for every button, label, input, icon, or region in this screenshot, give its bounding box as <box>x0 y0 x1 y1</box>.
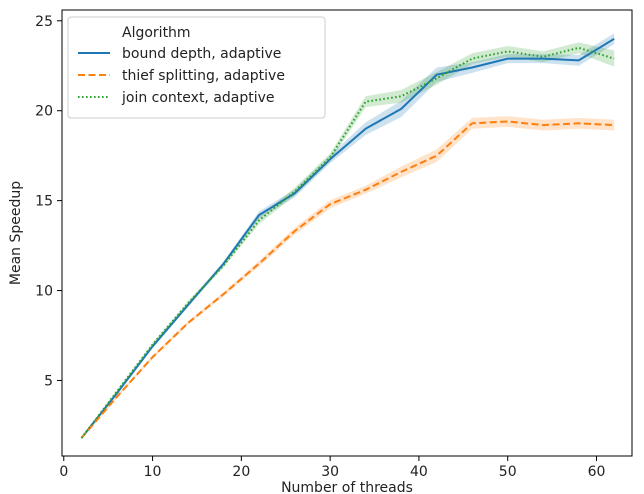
y-tick-label: 10 <box>35 284 53 300</box>
x-tick-label: 40 <box>410 464 428 480</box>
x-tick-label: 20 <box>232 464 250 480</box>
y-axis-ticks: 5 10 15 20 25 <box>35 14 62 389</box>
legend-label-2: thief splitting, adaptive <box>122 68 285 84</box>
series-lines <box>80 37 615 439</box>
legend-title: Algorithm <box>122 25 191 41</box>
series-3-line <box>80 46 615 439</box>
y-tick-label: 20 <box>35 104 53 120</box>
y-axis-label: Mean Speedup <box>8 181 24 285</box>
plot-frame <box>61 9 633 457</box>
x-axis-label: Number of threads <box>281 480 413 494</box>
y-tick-label: 15 <box>35 194 53 210</box>
x-tick-label: 50 <box>499 464 517 480</box>
y-tick-label: 5 <box>44 373 53 389</box>
legend-label-1: bound depth, adaptive <box>122 46 281 62</box>
legend-box <box>67 16 326 119</box>
series-1-line <box>80 37 615 439</box>
x-tick-label: 0 <box>59 464 68 480</box>
x-tick-label: 60 <box>588 464 606 480</box>
x-tick-label: 30 <box>321 464 339 480</box>
x-axis-ticks: 0 10 20 30 40 50 60 <box>59 456 605 480</box>
legend-items: bound depth, adaptive thief splitting, ad… <box>78 46 285 106</box>
series-2-line <box>80 120 615 439</box>
series-2-band <box>81 116 615 439</box>
x-tick-label: 10 <box>144 464 162 480</box>
y-tick-label: 25 <box>35 14 53 30</box>
legend: Algorithm bound depth, adaptive thief spl… <box>67 16 326 119</box>
legend-label-3: join context, adaptive <box>121 90 275 106</box>
